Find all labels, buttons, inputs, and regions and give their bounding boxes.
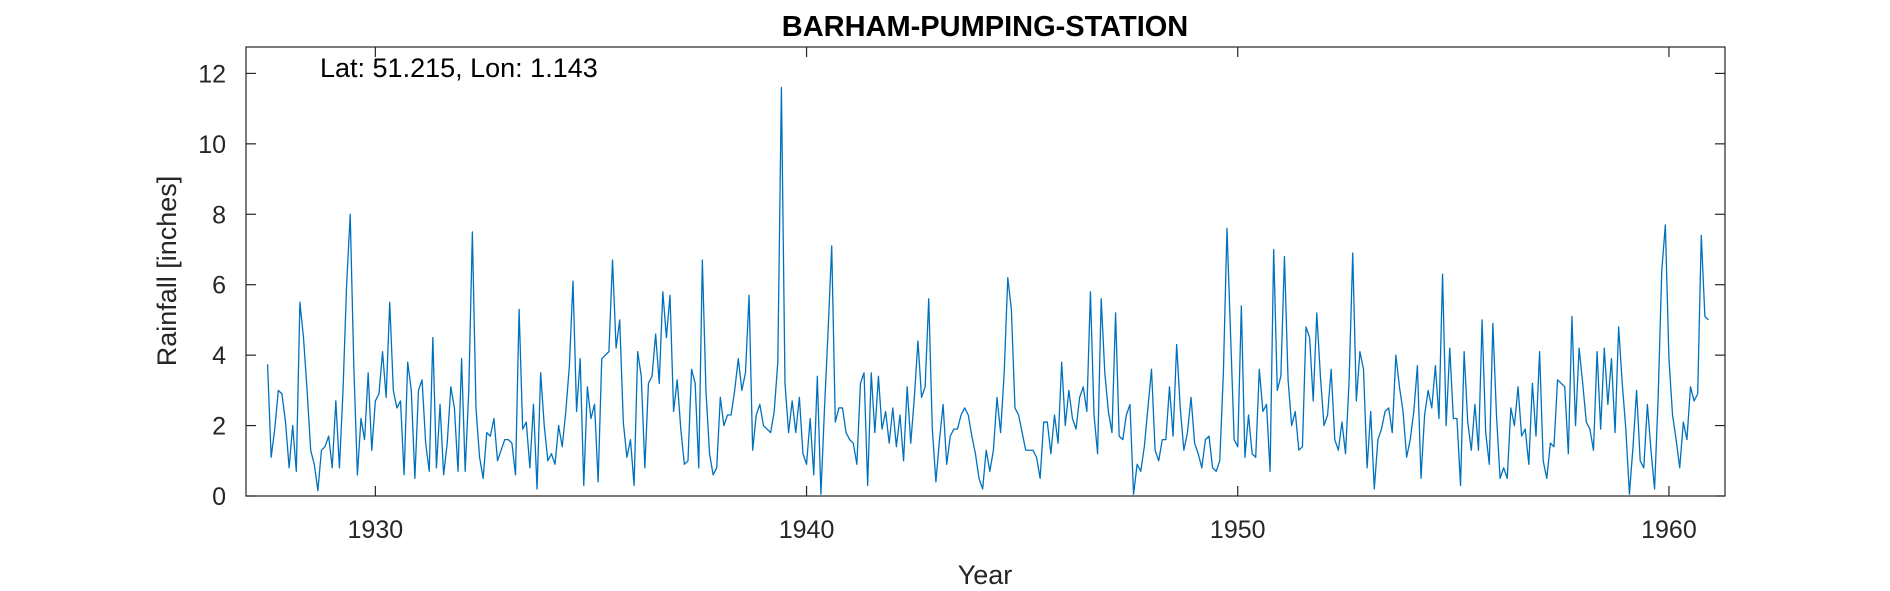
chart-title: BARHAM-PUMPING-STATION	[782, 11, 1189, 43]
coordinates-annotation: Lat: 51.215, Lon: 1.143	[320, 53, 598, 83]
y-tick-label: 8	[212, 201, 226, 229]
plot-frame	[245, 46, 1726, 497]
y-tick-label: 10	[198, 131, 226, 159]
y-tick-label: 2	[212, 413, 226, 441]
x-tick-label: 1960	[1641, 516, 1697, 544]
series-layer	[266, 86, 1709, 495]
x-tick-label: 1930	[348, 516, 404, 544]
rainfall-series-line	[266, 86, 1709, 495]
x-axis-label: Year	[958, 560, 1013, 590]
y-tick-label: 12	[198, 60, 226, 88]
x-tick-label: 1940	[779, 516, 835, 544]
plot-background	[246, 47, 1725, 496]
y-tick-label: 4	[212, 342, 226, 370]
y-axis-label: Rainfall [inches]	[152, 176, 182, 367]
y-tick-label: 0	[212, 483, 226, 511]
ticks-layer: 1930 1940 1950 1960 0 2 4 6 8 10 12	[198, 47, 1725, 544]
x-tick-label: 1950	[1210, 516, 1266, 544]
y-tick-label: 6	[212, 272, 226, 300]
